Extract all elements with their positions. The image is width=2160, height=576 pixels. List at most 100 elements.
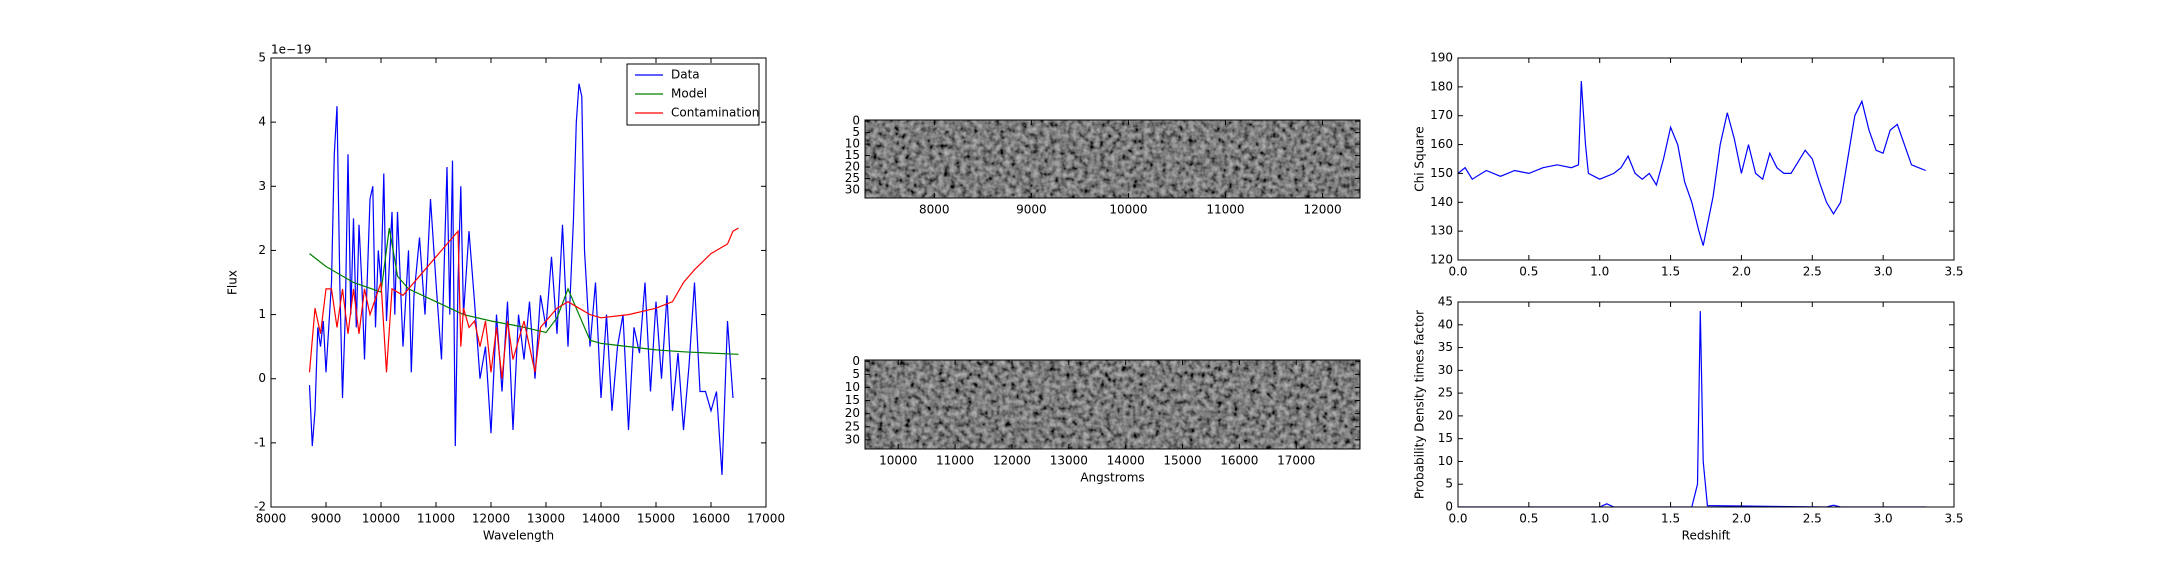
y-tick-label: 130 — [1430, 224, 1453, 238]
y-tick-label: 15 — [845, 148, 860, 162]
axes-frame — [864, 359, 1361, 450]
y-axis-label: Chi Square — [1413, 126, 1427, 191]
series-line — [309, 227, 739, 355]
x-tick-label: 12000 — [1303, 203, 1341, 217]
y-axis-label: Flux — [226, 270, 240, 295]
y-tick-label: 30 — [845, 432, 860, 446]
y-tick-label: 15 — [1438, 431, 1453, 445]
x-tick-label: 1.0 — [1590, 265, 1609, 279]
axes-frame — [1457, 57, 1955, 261]
y-tick-label: 0 — [258, 371, 266, 385]
x-tick-label: 16000 — [692, 512, 730, 526]
x-axis-label: Redshift — [1682, 529, 1731, 543]
y-tick-label: 5 — [1445, 477, 1453, 491]
axes-frame — [270, 57, 767, 508]
axes-frame — [1457, 301, 1955, 508]
x-tick-label: 13000 — [527, 512, 565, 526]
x-tick-label: 11000 — [1206, 203, 1244, 217]
y-tick-label: 5 — [258, 51, 266, 65]
y-tick-label: 30 — [1438, 363, 1453, 377]
y-tick-label: 35 — [1438, 340, 1453, 354]
x-tick-label: 16000 — [1220, 454, 1258, 468]
x-tick-label: 3.0 — [1874, 512, 1893, 526]
x-axis-label: Wavelength — [483, 529, 554, 543]
x-tick-label: 13000 — [1050, 454, 1088, 468]
image-noise — [865, 120, 1360, 198]
x-tick-label: 15000 — [637, 512, 675, 526]
x-tick-label: 11000 — [936, 454, 974, 468]
y-tick-label: 4 — [258, 115, 266, 129]
y-offset-label: 1e−19 — [271, 43, 311, 57]
series-line — [308, 227, 739, 379]
x-tick-label: 10000 — [1109, 203, 1147, 217]
y-tick-label: 10 — [1438, 454, 1453, 468]
legend-label: Data — [671, 68, 700, 82]
y-tick-label: 1 — [258, 307, 266, 321]
x-tick-label: 0.0 — [1448, 512, 1467, 526]
y-tick-label: 190 — [1430, 51, 1453, 65]
legend-label: Model — [671, 87, 707, 101]
axes-frame — [864, 119, 1361, 199]
y-axis-label: Probability Density times factor — [1413, 310, 1427, 499]
y-tick-label: 40 — [1438, 317, 1453, 331]
x-tick-label: 2.5 — [1803, 512, 1822, 526]
x-tick-label: 14000 — [1107, 454, 1145, 468]
x-tick-label: 9000 — [1016, 203, 1047, 217]
series-line — [1458, 81, 1926, 246]
y-tick-label: 5 — [852, 125, 860, 139]
y-tick-label: 3 — [258, 179, 266, 193]
y-tick-label: 0 — [852, 114, 860, 128]
y-tick-label: -2 — [254, 500, 266, 514]
x-tick-label: 15000 — [1163, 454, 1201, 468]
x-tick-label: 1.5 — [1661, 265, 1680, 279]
image-noise — [865, 360, 1360, 449]
y-tick-label: 15 — [845, 393, 860, 407]
y-tick-label: 0 — [1445, 500, 1453, 514]
y-tick-label: 10 — [845, 380, 860, 394]
x-tick-label: 0.5 — [1519, 265, 1538, 279]
y-tick-label: 25 — [845, 419, 860, 433]
x-tick-label: 2.5 — [1803, 265, 1822, 279]
series-line — [1458, 311, 1926, 507]
x-tick-label: 1.0 — [1590, 512, 1609, 526]
x-tick-label: 17000 — [747, 512, 785, 526]
x-axis-label: Angstroms — [1080, 471, 1144, 485]
x-tick-label: 8000 — [919, 203, 950, 217]
x-tick-label: 10000 — [362, 512, 400, 526]
x-tick-label: 12000 — [993, 454, 1031, 468]
y-tick-label: 180 — [1430, 79, 1453, 93]
x-tick-label: 10000 — [879, 454, 917, 468]
x-tick-label: 17000 — [1277, 454, 1315, 468]
y-tick-label: 45 — [1438, 295, 1453, 309]
y-tick-label: 5 — [852, 367, 860, 381]
x-tick-label: 11000 — [417, 512, 455, 526]
y-tick-label: 160 — [1430, 137, 1453, 151]
y-tick-label: -1 — [254, 435, 266, 449]
y-tick-label: 20 — [845, 406, 860, 420]
series-line — [308, 83, 734, 475]
x-tick-label: 3.5 — [1944, 512, 1963, 526]
y-tick-label: 150 — [1430, 166, 1453, 180]
y-tick-label: 140 — [1430, 195, 1453, 209]
x-tick-label: 2.0 — [1732, 512, 1751, 526]
y-tick-label: 25 — [845, 171, 860, 185]
y-tick-label: 30 — [845, 182, 860, 196]
y-tick-label: 170 — [1430, 108, 1453, 122]
x-tick-label: 1.5 — [1661, 512, 1680, 526]
x-tick-label: 2.0 — [1732, 265, 1751, 279]
y-tick-label: 0 — [852, 354, 860, 368]
y-tick-label: 25 — [1438, 386, 1453, 400]
y-tick-label: 20 — [845, 160, 860, 174]
x-tick-label: 9000 — [311, 512, 342, 526]
y-tick-label: 10 — [845, 137, 860, 151]
x-tick-label: 8000 — [256, 512, 287, 526]
y-tick-label: 20 — [1438, 408, 1453, 422]
x-tick-label: 14000 — [582, 512, 620, 526]
y-tick-label: 2 — [258, 243, 266, 257]
x-tick-label: 0.0 — [1448, 265, 1467, 279]
x-tick-label: 12000 — [472, 512, 510, 526]
y-tick-label: 120 — [1430, 253, 1453, 267]
x-tick-label: 3.0 — [1874, 265, 1893, 279]
x-tick-label: 0.5 — [1519, 512, 1538, 526]
